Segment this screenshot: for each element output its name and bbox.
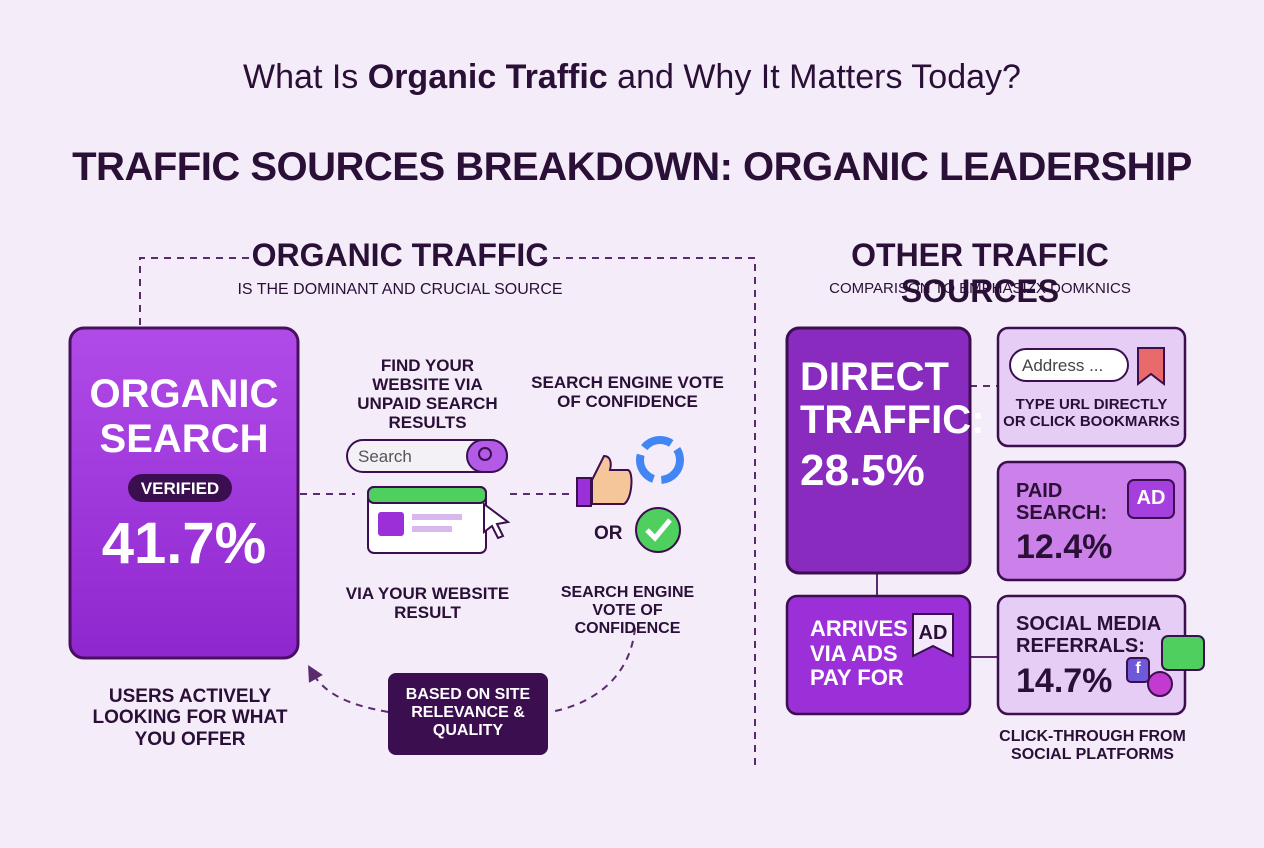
step: SEARCH ENGINE VOTE OF CONFIDENCE [560,584,695,637]
step: VIA YOUR WEBSITE RESULT [345,584,510,623]
question-start: What Is [243,58,368,96]
or: OR [594,523,623,544]
organic-heading: ORGANIC TRAFFIC [251,237,549,273]
organic-value: 41.7% [101,511,267,576]
ads-label: ARRIVES VIA ADS PAY FOR [810,616,908,691]
title: TRAFFIC SOURCES BREAKDOWN: ORGANIC LEADE… [72,145,1192,189]
direct-label: DIRECT TRAFFIC: [800,355,985,443]
paid-value: 12.4% [1016,528,1113,566]
search-placeholder: Search [358,447,412,466]
question-end: and Why It Matters Today? [607,58,1021,96]
other-heading: OTHER TRAFFIC SOURCES [851,237,1109,309]
question: What Is Organic Traffic and Why It Matte… [0,58,1264,96]
organic-label: ORGANIC SEARCH [89,372,279,461]
basis: BASED ON SITE RELEVANCE & QUALITY [405,686,531,739]
step: SEARCH ENGINE VOTE OF CONFIDENCE [531,373,724,412]
social-value: 14.7% [1016,662,1113,700]
question-bold: Organic Traffic [367,58,608,96]
address-placeholder: Address ... [1022,356,1104,375]
ads-icon: AD [918,622,948,644]
badge: VERIFIED [140,479,220,498]
direct-value: 28.5% [800,446,925,495]
paid-icon: AD [1136,487,1166,509]
address-caption: TYPE URL DIRECTLY OR CLICK BOOKMARKS [1003,396,1180,430]
paid-label: PAID SEARCH: [1016,480,1108,525]
social-caption: CLICK-THROUGH FROM SOCIAL PLATFORMS [999,728,1186,763]
organic-caption: USERS ACTIVELY LOOKING FOR WHAT YOU OFFE… [92,686,288,750]
organic-subheading: IS THE DOMINANT AND CRUCIAL SOURCE [237,281,563,298]
other-subheading: COMPARISON TO EMPHASIZX DOMKNICS [829,280,1131,297]
social-icon: f [1135,660,1141,677]
step: FIND YOUR WEBSITE VIA UNPAID SEARCH RESU… [357,356,498,433]
social-label: SOCIAL MEDIA REFERRALS: [1016,613,1161,658]
